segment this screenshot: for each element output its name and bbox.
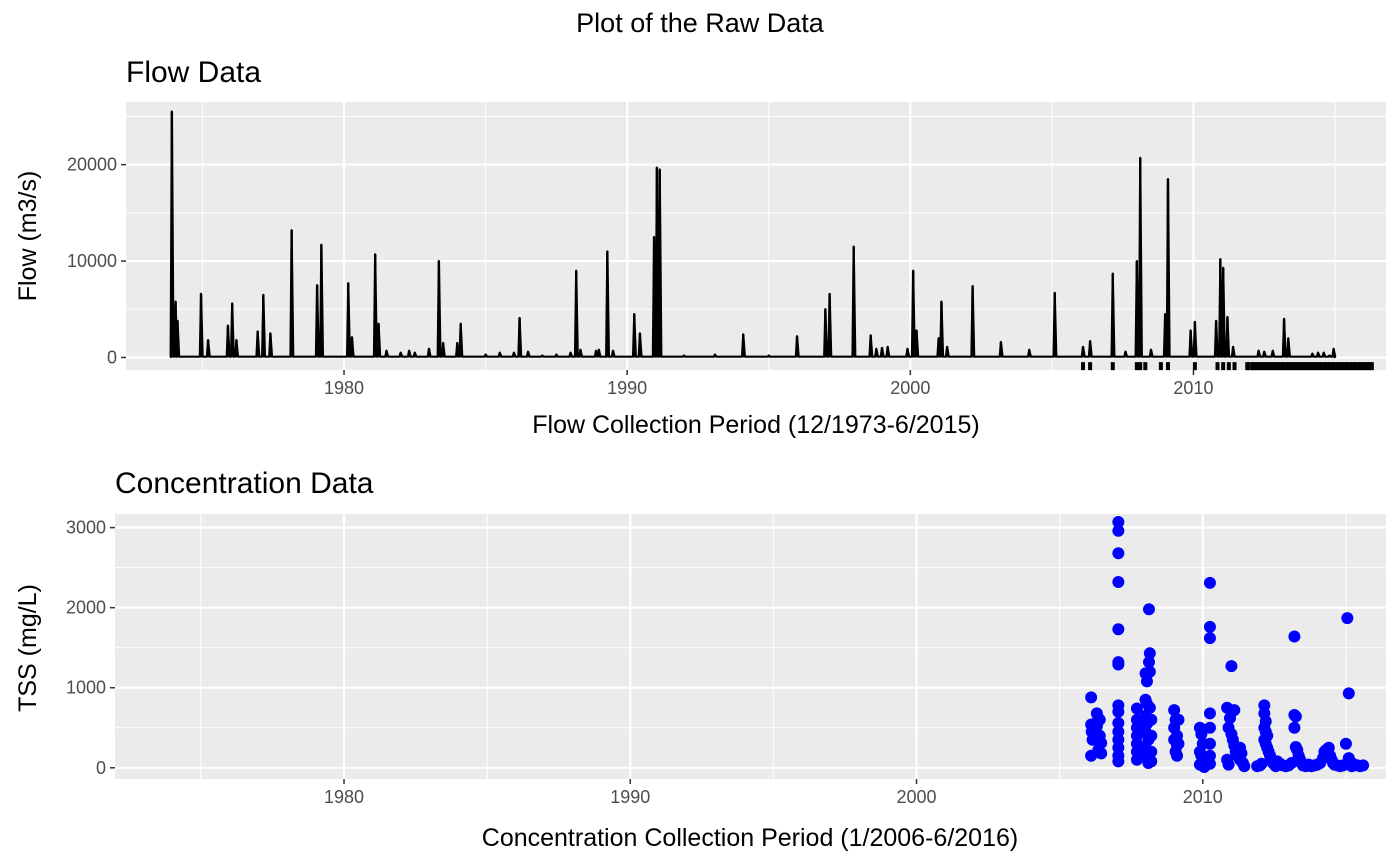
tss-data-point [1203, 620, 1216, 633]
tss-data-point [1203, 707, 1216, 720]
flow-rug-band [1247, 362, 1372, 371]
x-tick-label: 2000 [890, 378, 930, 398]
flow-x-axis: 1980 1990 2000 2010 [324, 370, 1213, 398]
x-tick-label: 2000 [897, 787, 937, 807]
y-tick-label: 2000 [66, 598, 106, 618]
tss-data-point [1222, 758, 1235, 771]
concentration-points [1085, 516, 1370, 773]
tss-data-point [1203, 632, 1216, 645]
tss-data-point [1289, 710, 1302, 723]
tss-data-point [1112, 524, 1125, 537]
tss-data-point [1143, 665, 1156, 678]
tss-data-point [1112, 547, 1125, 560]
tss-data-point [1172, 737, 1185, 750]
flow-rug-mark [1192, 362, 1197, 371]
tss-data-point [1168, 704, 1181, 717]
tss-data-point [1112, 705, 1125, 718]
y-tick-label: 3000 [66, 518, 106, 538]
tss-data-point [1255, 757, 1268, 770]
flow-rug-mark [1232, 362, 1237, 371]
y-tick-label: 10000 [67, 251, 117, 271]
concentration-chart-title: Concentration Data [115, 467, 374, 500]
tss-data-point [1228, 704, 1241, 717]
tss-data-point [1142, 656, 1155, 669]
tss-data-point [1143, 647, 1156, 660]
x-tick-label: 1980 [324, 378, 364, 398]
tss-data-point [1095, 747, 1108, 760]
tss-data-point [1112, 716, 1125, 729]
flow-chart: Flow Data 1980 1990 2000 2010 0 10000 20000 F… [14, 56, 1386, 439]
tss-data-point [1112, 576, 1125, 589]
flow-rug-mark [1088, 362, 1093, 371]
flow-y-axis-title: Flow (m3/s) [14, 171, 42, 302]
tss-data-point [1203, 757, 1216, 770]
flow-rug-mark [1158, 362, 1163, 371]
tss-data-point [1235, 747, 1248, 760]
tss-data-point [1171, 749, 1184, 762]
y-tick-label: 0 [107, 347, 117, 367]
figure-title: Plot of the Raw Data [576, 8, 825, 38]
flow-rug-mark [1215, 362, 1220, 371]
flow-x-axis-title: Flow Collection Period (12/1973-6/2015) [532, 411, 979, 439]
flow-plot-panel [126, 102, 1386, 370]
tss-data-point [1203, 737, 1216, 750]
concentration-x-axis: 1980 1990 2000 2010 [324, 779, 1223, 807]
tss-data-point [1195, 728, 1208, 741]
flow-rug-mark [1134, 362, 1139, 371]
tss-data-point [1288, 721, 1301, 734]
flow-rug-mark [1110, 362, 1115, 371]
x-tick-label: 2010 [1183, 787, 1223, 807]
tss-data-point [1145, 745, 1158, 758]
tss-data-point [1342, 687, 1355, 700]
flow-rug-mark [1221, 362, 1226, 371]
tss-data-point [1288, 630, 1301, 643]
y-tick-label: 0 [96, 758, 106, 778]
x-tick-label: 1980 [324, 787, 364, 807]
tss-data-point [1142, 603, 1155, 616]
tss-data-point [1357, 759, 1370, 772]
flow-rug-mark [1138, 362, 1143, 371]
tss-data-point [1203, 721, 1216, 734]
tss-data-point [1203, 576, 1216, 589]
y-tick-label: 1000 [66, 678, 106, 698]
concentration-y-axis-title: TSS (mg/L) [14, 584, 42, 712]
flow-chart-title: Flow Data [126, 56, 261, 89]
tss-data-point [1225, 660, 1238, 673]
tss-data-point [1341, 612, 1354, 625]
x-tick-label: 1990 [607, 378, 647, 398]
tss-data-point [1339, 737, 1352, 750]
flow-rug-mark [1165, 362, 1170, 371]
x-tick-label: 2010 [1173, 378, 1213, 398]
tss-data-point [1140, 675, 1153, 688]
tss-data-point [1085, 691, 1098, 704]
tss-data-point [1130, 753, 1143, 766]
tss-data-point [1093, 713, 1106, 726]
flow-rug-mark [1226, 362, 1231, 371]
concentration-chart: Concentration Data 1980 1990 2000 2010 0 100… [14, 467, 1386, 852]
tss-data-point [1345, 760, 1358, 773]
y-tick-label: 20000 [67, 155, 117, 175]
flow-rug-mark [1081, 362, 1086, 371]
concentration-y-axis: 0 1000 2000 3000 [66, 518, 115, 778]
flow-series-line [169, 110, 1374, 371]
tss-data-point [1145, 755, 1158, 768]
concentration-x-axis-title: Concentration Collection Period (1/2006-… [482, 824, 1018, 852]
tss-data-point [1112, 755, 1125, 768]
tss-data-point [1238, 760, 1251, 773]
concentration-plot-panel [115, 514, 1386, 779]
tss-data-point [1112, 658, 1125, 671]
tss-data-point [1145, 729, 1158, 742]
tss-data-point [1130, 702, 1143, 715]
tss-data-point [1143, 701, 1156, 714]
tss-data-point [1112, 623, 1125, 636]
x-tick-label: 1990 [610, 787, 650, 807]
flow-y-axis: 0 10000 20000 [67, 155, 126, 367]
flow-rug-mark [1143, 362, 1148, 371]
tss-data-point [1172, 713, 1185, 726]
tss-data-point [1112, 516, 1125, 529]
tss-data-point [1145, 713, 1158, 726]
